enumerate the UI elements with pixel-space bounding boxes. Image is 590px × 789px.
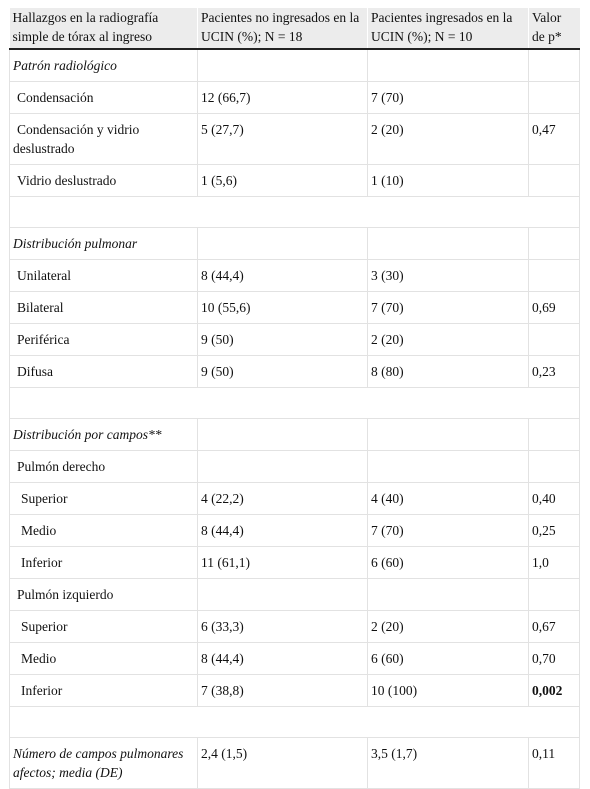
header-not-admitted: Pacientes no ingresados en la UCIN (%); … [197, 8, 368, 50]
row-label: Bilateral [9, 291, 198, 324]
cell-not-admitted: 8 (44,4) [197, 259, 368, 292]
section-row-patron: Patrón radiológico [9, 48, 580, 82]
cell-p-value [528, 323, 580, 356]
cell-admitted: 3 (30) [367, 259, 529, 292]
cell-p-value [528, 578, 580, 611]
cell-not-admitted: 9 (50) [197, 355, 368, 388]
header-findings: Hallazgos en la radiografía simple de tó… [9, 8, 198, 50]
cell-admitted: 3,5 (1,7) [367, 737, 529, 789]
section-title: Distribución pulmonar [9, 227, 198, 260]
section-title: Patrón radiológico [9, 48, 198, 82]
row-label: Medio [9, 514, 198, 547]
table-row: Unilateral 8 (44,4) 3 (30) [9, 259, 580, 292]
row-label: Inferior [9, 546, 198, 579]
cell-not-admitted: 8 (44,4) [197, 514, 368, 547]
table-row: Bilateral 10 (55,6) 7 (70) 0,69 [9, 291, 580, 324]
table-row: Pulmón derecho [9, 450, 580, 483]
table-container: Hallazgos en la radiografía simple de tó… [9, 8, 580, 789]
row-label: Superior [9, 610, 198, 643]
cell-p-value: 1,0 [528, 546, 580, 579]
header-p-value: Valor de p* [528, 8, 580, 50]
table-row: Vidrio deslustrado 1 (5,6) 1 (10) [9, 164, 580, 197]
cell-not-admitted: 9 (50) [197, 323, 368, 356]
cell-admitted: 6 (60) [367, 642, 529, 675]
section-title: Distribución por campos** [9, 418, 198, 451]
cell-p-value: 0,002 [528, 674, 580, 707]
table-row: Superior 4 (22,2) 4 (40) 0,40 [9, 482, 580, 515]
row-label: Inferior [9, 674, 198, 707]
row-label: Número de campos pulmonares afectos; med… [9, 737, 198, 789]
cell-admitted: 7 (70) [367, 514, 529, 547]
cell-admitted: 1 (10) [367, 164, 529, 197]
cell-p-value: 0,11 [528, 737, 580, 789]
table-row: Inferior 7 (38,8) 10 (100) 0,002 [9, 674, 580, 707]
spacer-row [9, 387, 580, 419]
table-body: Patrón radiológico Condensación 12 (66,7… [9, 48, 580, 789]
cell-p-value [528, 259, 580, 292]
cell-not-admitted: 10 (55,6) [197, 291, 368, 324]
cell-p-value [528, 164, 580, 197]
cell-admitted: 2 (20) [367, 113, 529, 165]
spacer-row [9, 196, 580, 228]
row-label: Difusa [9, 355, 198, 388]
cell-admitted: 8 (80) [367, 355, 529, 388]
cell-admitted [367, 578, 529, 611]
cell-not-admitted: 7 (38,8) [197, 674, 368, 707]
cell-p-value: 0,70 [528, 642, 580, 675]
cell-not-admitted: 8 (44,4) [197, 642, 368, 675]
row-label: Condensación [9, 81, 198, 114]
table-row: Medio 8 (44,4) 7 (70) 0,25 [9, 514, 580, 547]
cell-p-value: 0,47 [528, 113, 580, 165]
row-label: Periférica [9, 323, 198, 356]
cell-p-value [528, 450, 580, 483]
cell-admitted: 4 (40) [367, 482, 529, 515]
cell-p-value: 0,67 [528, 610, 580, 643]
cell-not-admitted: 11 (61,1) [197, 546, 368, 579]
cell-admitted: 6 (60) [367, 546, 529, 579]
cell-admitted: 7 (70) [367, 81, 529, 114]
cell-not-admitted [197, 578, 368, 611]
header-row: Hallazgos en la radiografía simple de tó… [9, 8, 580, 50]
cell-not-admitted: 12 (66,7) [197, 81, 368, 114]
row-label: Unilateral [9, 259, 198, 292]
cell-not-admitted: 2,4 (1,5) [197, 737, 368, 789]
row-label: Superior [9, 482, 198, 515]
row-label: Pulmón izquierdo [9, 578, 198, 611]
cell-not-admitted: 4 (22,2) [197, 482, 368, 515]
cell-admitted: 7 (70) [367, 291, 529, 324]
table-row: Número de campos pulmonares afectos; med… [9, 737, 580, 789]
table-row: Condensación y vidrio deslustrado 5 (27,… [9, 113, 580, 165]
table-row: Superior 6 (33,3) 2 (20) 0,67 [9, 610, 580, 643]
findings-table: Hallazgos en la radiografía simple de tó… [9, 8, 580, 789]
table-row: Inferior 11 (61,1) 6 (60) 1,0 [9, 546, 580, 579]
table-row: Periférica 9 (50) 2 (20) [9, 323, 580, 356]
table-row: Condensación 12 (66,7) 7 (70) [9, 81, 580, 114]
row-label: Condensación y vidrio deslustrado [9, 113, 198, 165]
section-row-distribucion: Distribución pulmonar [9, 227, 580, 260]
table-row: Difusa 9 (50) 8 (80) 0,23 [9, 355, 580, 388]
cell-p-value: 0,40 [528, 482, 580, 515]
row-label: Vidrio deslustrado [9, 164, 198, 197]
row-label: Medio [9, 642, 198, 675]
cell-not-admitted: 6 (33,3) [197, 610, 368, 643]
table-header: Hallazgos en la radiografía simple de tó… [9, 8, 580, 50]
cell-admitted [367, 450, 529, 483]
cell-not-admitted: 5 (27,7) [197, 113, 368, 165]
cell-p-value: 0,25 [528, 514, 580, 547]
cell-admitted: 2 (20) [367, 323, 529, 356]
section-row-campos: Distribución por campos** [9, 418, 580, 451]
cell-not-admitted [197, 450, 368, 483]
header-admitted: Pacientes ingresados en la UCIN (%); N =… [367, 8, 529, 50]
cell-p-value [528, 81, 580, 114]
spacer-row [9, 706, 580, 738]
cell-not-admitted: 1 (5,6) [197, 164, 368, 197]
cell-admitted: 10 (100) [367, 674, 529, 707]
row-label: Pulmón derecho [9, 450, 198, 483]
cell-p-value: 0,23 [528, 355, 580, 388]
cell-p-value: 0,69 [528, 291, 580, 324]
cell-admitted: 2 (20) [367, 610, 529, 643]
table-row: Pulmón izquierdo [9, 578, 580, 611]
table-row: Medio 8 (44,4) 6 (60) 0,70 [9, 642, 580, 675]
